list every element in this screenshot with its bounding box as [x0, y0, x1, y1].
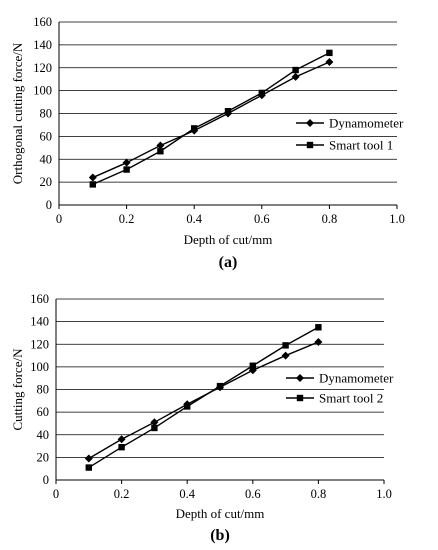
y-tick-label: 20	[37, 450, 50, 464]
y-tick-label: 60	[37, 405, 50, 419]
data-point	[150, 418, 159, 427]
legend-marker	[296, 374, 304, 382]
data-point	[157, 148, 164, 155]
panel-label: (a)	[219, 254, 238, 271]
data-point	[117, 435, 126, 444]
data-point	[216, 382, 224, 390]
x-tick-label: 0.6	[245, 487, 261, 501]
data-point	[123, 166, 130, 173]
y-axis-label: Orthogonal cutting force/N	[10, 42, 25, 184]
data-point	[314, 337, 323, 346]
legend: Dynamometer Smart tool 1	[296, 116, 404, 153]
data-point	[291, 72, 300, 81]
y-tick-label: 40	[37, 428, 50, 442]
legend-marker	[306, 141, 314, 149]
x-tick-label: 0.8	[322, 212, 338, 226]
y-tick-label: 60	[40, 129, 53, 143]
y-tick-label: 20	[40, 175, 53, 189]
data-point	[84, 454, 93, 463]
x-tick-label: 0.8	[311, 487, 327, 501]
y-tick-label: 0	[46, 198, 52, 212]
x-axis-label: Depth of cut/mm	[176, 506, 265, 521]
x-tick-label: 0.6	[254, 212, 270, 226]
y-tick-label: 120	[33, 61, 52, 75]
data-point	[156, 141, 165, 150]
legend-label-dynamometer: Dynamometer	[319, 371, 394, 386]
series-line-smart-tool	[92, 52, 330, 186]
data-point	[191, 125, 198, 132]
data-point	[292, 66, 299, 74]
y-tick-label: 80	[40, 107, 53, 121]
series-line-smart-tool	[88, 326, 319, 469]
y-tick-label: 120	[30, 337, 49, 351]
x-tick-label: 1.0	[376, 487, 392, 501]
tick-labels: 0 20 40 60 80 100 120 140 160 0 0.2 0.4 …	[30, 292, 392, 501]
legend-marker	[296, 394, 304, 402]
legend-label-smart-tool-2: Smart tool 2	[319, 391, 383, 406]
tick-labels: 0 20 40 60 80 100 120 140 160 0 0.2 0.4 …	[33, 15, 405, 226]
x-axis-label: Depth of cut/mm	[184, 232, 273, 247]
chart-panel-b: 0 20 40 60 80 100 120 140 160 0 0.2 0.4 …	[10, 292, 394, 544]
data-point	[151, 424, 158, 432]
data-point	[89, 181, 96, 188]
data-point	[122, 158, 131, 167]
legend-label-dynamometer: Dynamometer	[329, 116, 404, 131]
y-tick-label: 160	[33, 15, 52, 29]
axes	[55, 299, 385, 484]
y-tick-label: 160	[30, 292, 49, 306]
x-tick-label: 0.4	[179, 487, 195, 501]
chart-panel-a: 0 20 40 60 80 100 120 140 160 0 0.2 0.4 …	[10, 15, 405, 271]
data-point	[88, 173, 97, 182]
y-tick-label: 0	[43, 473, 49, 487]
x-tick-label: 0	[53, 487, 59, 501]
y-tick-label: 100	[30, 360, 49, 374]
series	[88, 49, 334, 188]
data-point	[249, 362, 256, 369]
data-point	[224, 108, 232, 115]
data-point	[118, 443, 125, 451]
y-tick-label: 140	[33, 38, 52, 52]
y-tick-label: 80	[37, 383, 50, 397]
legend-label-smart-tool-1: Smart tool 1	[329, 138, 393, 153]
data-point	[85, 464, 92, 471]
x-tick-label: 0	[56, 212, 62, 226]
data-point	[325, 58, 334, 67]
data-point	[281, 351, 290, 360]
gridlines	[59, 21, 397, 183]
x-tick-label: 1.0	[389, 212, 405, 226]
y-axis-label: Cutting force/N	[10, 348, 25, 431]
x-tick-label: 0.2	[114, 487, 130, 501]
legend-marker	[306, 119, 314, 127]
data-point	[315, 324, 322, 331]
axes	[58, 22, 398, 209]
data-point	[184, 403, 191, 410]
series	[84, 324, 323, 471]
y-tick-label: 40	[40, 152, 53, 166]
data-point	[326, 49, 333, 57]
data-point	[282, 342, 289, 349]
series-line-dynamometer	[92, 61, 330, 179]
panel-label: (b)	[210, 527, 230, 544]
y-tick-label: 140	[30, 315, 49, 329]
y-tick-label: 100	[33, 84, 52, 98]
data-point	[258, 89, 265, 97]
gridlines	[56, 298, 384, 458]
x-tick-label: 0.2	[119, 212, 135, 226]
x-tick-label: 0.4	[186, 212, 202, 226]
legend: Dynamometer Smart tool 2	[286, 371, 394, 406]
